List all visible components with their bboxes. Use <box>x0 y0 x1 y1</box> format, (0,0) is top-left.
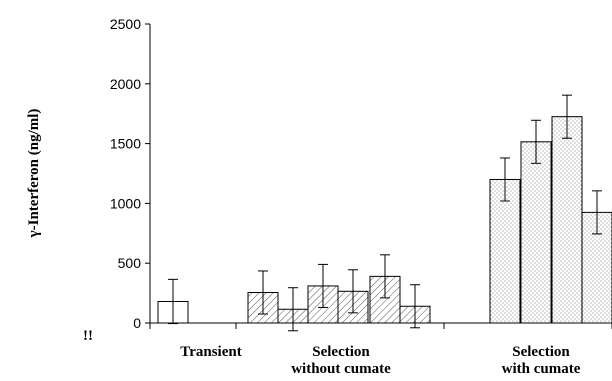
x-group-label: Selection <box>312 344 370 360</box>
y-tick-label: 500 <box>118 255 142 271</box>
error-bars <box>168 94 602 332</box>
x-group-label: with cumate <box>502 361 581 377</box>
error-bar <box>500 157 510 202</box>
error-bar <box>258 270 268 315</box>
error-bar <box>348 269 358 314</box>
error-bar <box>531 119 541 164</box>
x-group-label: without cumate <box>291 361 391 377</box>
y-tick-label: 1500 <box>110 136 141 152</box>
y-tick-label: 1000 <box>110 195 141 211</box>
y-tick-label: 2500 <box>110 16 141 32</box>
y-axis-label: γ-Interferon (ng/ml) <box>26 109 42 239</box>
error-bar <box>592 190 602 235</box>
error-bar <box>380 254 390 299</box>
error-bar <box>410 284 420 329</box>
x-group-label: Selection <box>512 344 570 360</box>
x-axis <box>149 322 612 329</box>
bar <box>489 178 521 324</box>
corner-mark: !! <box>83 328 93 344</box>
y-axis: 0 500 1000 1500 2000 2500 <box>110 16 151 331</box>
y-tick-label: 2000 <box>110 76 141 92</box>
y-tick-label: 0 <box>133 315 141 331</box>
x-group-label: Transient <box>180 344 241 360</box>
bar <box>520 141 552 324</box>
bar <box>551 116 583 324</box>
error-bar <box>562 94 572 139</box>
error-bar <box>288 287 298 332</box>
error-bar <box>318 263 328 308</box>
error-bar <box>168 278 178 325</box>
